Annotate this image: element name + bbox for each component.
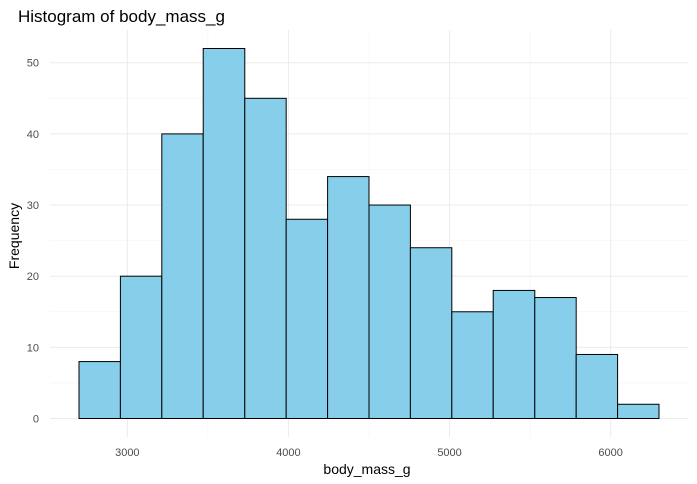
histogram-bar — [327, 176, 370, 419]
histogram-bar — [244, 97, 287, 420]
y-axis-label: Frequency — [6, 203, 22, 269]
histogram-bar — [451, 311, 494, 419]
histogram-bar — [492, 289, 536, 419]
x-axis-label: body_mass_g — [323, 461, 410, 477]
histogram-bar — [534, 297, 577, 419]
histogram-bar — [161, 133, 204, 419]
x-axis-ticks: 3000 4000 5000 6000 — [115, 447, 623, 459]
histogram-bar — [409, 247, 453, 419]
x-tick-label: 5000 — [437, 447, 461, 459]
bars — [78, 48, 660, 420]
histogram-bar — [575, 353, 619, 420]
histogram-bar — [119, 275, 163, 420]
histogram-bar — [368, 204, 411, 419]
histogram-bar — [617, 403, 660, 419]
x-tick-label: 4000 — [276, 447, 300, 459]
y-tick-label: 10 — [27, 342, 39, 354]
y-axis-ticks: 0 10 20 30 40 50 — [27, 58, 39, 426]
x-tick-label: 3000 — [115, 447, 139, 459]
histogram-bar — [285, 218, 329, 419]
y-tick-label: 0 — [33, 414, 39, 426]
histogram-bar — [78, 361, 121, 420]
y-tick-label: 30 — [27, 200, 39, 212]
y-tick-label: 40 — [27, 129, 39, 141]
x-tick-label: 6000 — [598, 447, 622, 459]
chart-title: Histogram of body_mass_g — [18, 7, 225, 26]
y-tick-label: 50 — [27, 58, 39, 70]
histogram-bar — [202, 48, 246, 419]
y-tick-label: 20 — [27, 271, 39, 283]
